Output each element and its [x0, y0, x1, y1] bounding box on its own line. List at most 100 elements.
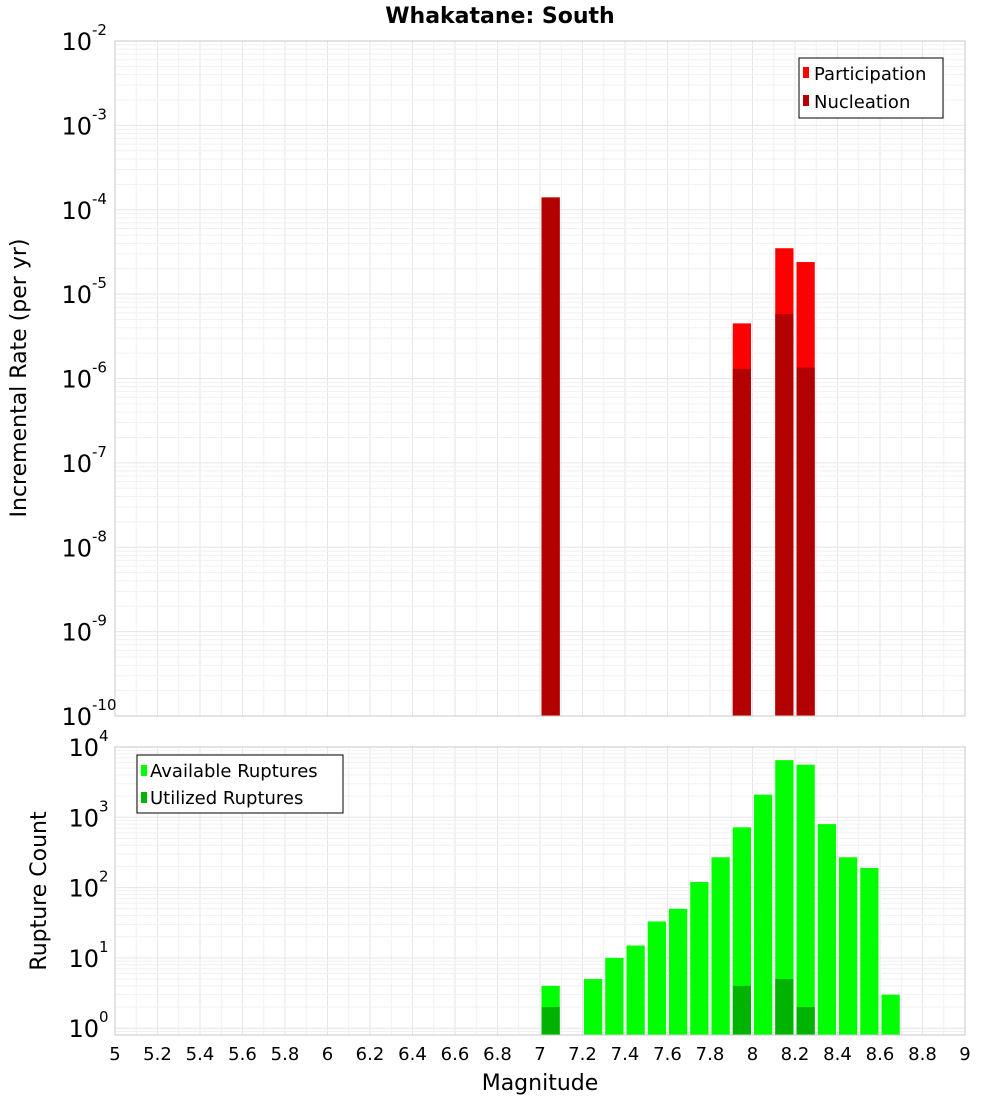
x-tick-label: 5.2: [143, 1044, 172, 1065]
top-bars: [541, 197, 815, 717]
x-tick-label: 5: [109, 1044, 120, 1065]
y-tick-exponent: 2: [99, 868, 109, 886]
legend-label-utilized: Utilized Ruptures: [150, 788, 303, 809]
y-tick-base: 10: [61, 281, 92, 309]
x-tick-label: 6.6: [441, 1044, 470, 1065]
y-tick-base: 10: [61, 197, 92, 225]
bottom-legend-box: [136, 754, 344, 814]
x-tick-label: 7: [534, 1044, 545, 1065]
top-y-tick-label: 10 -4: [61, 190, 107, 225]
bottom-legend: Available Ruptures Utilized Ruptures: [136, 754, 344, 814]
bottom-bar-utilized-ruptures: [775, 979, 794, 1035]
x-tick-label: 9: [959, 1044, 970, 1065]
bottom-bar-available-ruptures: [860, 867, 879, 1035]
x-tick-label: 6: [322, 1044, 333, 1065]
top-grid: [114, 40, 966, 717]
bottom-bar-available-ruptures: [839, 857, 858, 1035]
legend-label-participation: Participation: [814, 64, 926, 85]
bottom-bars: [541, 760, 900, 1035]
top-y-tick-label: 10 -10: [61, 696, 116, 731]
bottom-bar-utilized-ruptures: [732, 985, 751, 1035]
top-y-tick-label: 10 -8: [61, 527, 107, 562]
y-tick-base: 10: [68, 1015, 99, 1043]
y-tick-exponent: -3: [92, 105, 107, 123]
y-tick-exponent: 1: [99, 938, 109, 956]
x-tick-label: 6.8: [483, 1044, 512, 1065]
y-tick-base: 10: [61, 112, 92, 140]
y-tick-exponent: -2: [92, 21, 107, 39]
y-tick-base: 10: [61, 366, 92, 394]
legend-swatch-available: [141, 765, 147, 776]
y-tick-base: 10: [68, 804, 99, 832]
legend-label-available: Available Ruptures: [150, 761, 318, 782]
y-tick-base: 10: [61, 450, 92, 478]
bottom-bar-available-ruptures: [626, 945, 645, 1035]
y-tick-base: 10: [61, 28, 92, 56]
x-tick-label: 7.4: [611, 1044, 640, 1065]
x-tick-label: 8.4: [823, 1044, 852, 1065]
x-ticks: 5 5.2 5.4 5.6 5.8 6 6.2 6.4 6.6 6.8 7 7.2 7.4 7.6 7.8 8…: [109, 1044, 970, 1065]
bottom-y-tick-label: 10 0: [68, 1008, 108, 1043]
x-tick-label: 8.6: [866, 1044, 895, 1065]
bottom-y-axis-label: Rupture Count: [27, 811, 52, 971]
bottom-bar-available-ruptures: [817, 824, 836, 1035]
top-y-axis-label: Incremental Rate (per yr): [7, 239, 32, 518]
bottom-bar-utilized-ruptures: [541, 1007, 560, 1035]
top-y-tick-label: 10 -3: [61, 105, 107, 140]
x-tick-label: 7.6: [653, 1044, 682, 1065]
top-plot-frame: [114, 40, 966, 717]
y-tick-exponent: -10: [92, 696, 117, 714]
y-tick-exponent: -5: [92, 274, 107, 292]
bottom-bar-available-ruptures: [775, 760, 794, 1035]
top-y-tick-label: 10 -6: [61, 359, 107, 394]
y-tick-exponent: -4: [92, 190, 107, 208]
legend-label-nucleation: Nucleation: [814, 92, 910, 113]
bottom-y-tick-label: 10 2: [68, 868, 108, 903]
bottom-bar-available-ruptures: [690, 882, 709, 1035]
x-tick-label: 7.2: [568, 1044, 597, 1065]
top-legend: Participation Nucleation: [798, 57, 944, 119]
y-tick-base: 10: [68, 734, 99, 762]
y-tick-exponent: 4: [99, 727, 109, 745]
bottom-bar-available-ruptures: [881, 994, 900, 1035]
bottom-y-tick-label: 10 4: [68, 727, 108, 762]
bottom-bar-available-ruptures: [669, 908, 688, 1035]
y-tick-exponent: 0: [99, 1008, 109, 1026]
top-bar-nucleation: [796, 367, 815, 716]
y-tick-base: 10: [61, 703, 92, 731]
bottom-plot-frame: [114, 746, 966, 1036]
y-tick-exponent: -9: [92, 612, 107, 630]
bottom-bar-available-ruptures: [732, 827, 751, 1035]
x-tick-label: 8.8: [908, 1044, 937, 1065]
bottom-y-tick-label: 10 1: [68, 938, 108, 973]
top-y-tick-label: 10 -7: [61, 443, 107, 478]
bottom-y-tick-label: 10 3: [68, 797, 108, 832]
top-legend-box: [798, 57, 944, 119]
x-tick-label: 7.8: [696, 1044, 725, 1065]
y-tick-base: 10: [61, 534, 92, 562]
y-tick-exponent: -7: [92, 443, 107, 461]
top-y-tick-label: 10 -9: [61, 612, 107, 647]
bottom-bar-utilized-ruptures: [796, 1007, 815, 1035]
y-tick-exponent: -8: [92, 527, 107, 545]
x-tick-label: 5.6: [228, 1044, 257, 1065]
x-axis-label: Magnitude: [482, 1071, 599, 1096]
x-tick-label: 5.4: [186, 1044, 215, 1065]
x-tick-label: 5.8: [271, 1044, 300, 1065]
bottom-bar-available-ruptures: [754, 794, 773, 1035]
top-y-tick-label: 10 -2: [61, 21, 107, 56]
bottom-bar-available-ruptures: [796, 764, 815, 1035]
bottom-bar-available-ruptures: [605, 957, 624, 1035]
x-tick-label: 8: [747, 1044, 758, 1065]
top-bar-nucleation: [732, 368, 751, 716]
y-tick-base: 10: [68, 945, 99, 973]
bottom-bar-available-ruptures: [584, 979, 603, 1035]
y-tick-base: 10: [68, 875, 99, 903]
legend-swatch-utilized: [141, 792, 147, 803]
y-tick-exponent: 3: [99, 797, 109, 815]
bottom-bar-available-ruptures: [711, 857, 730, 1035]
top-bar-nucleation: [775, 314, 794, 716]
